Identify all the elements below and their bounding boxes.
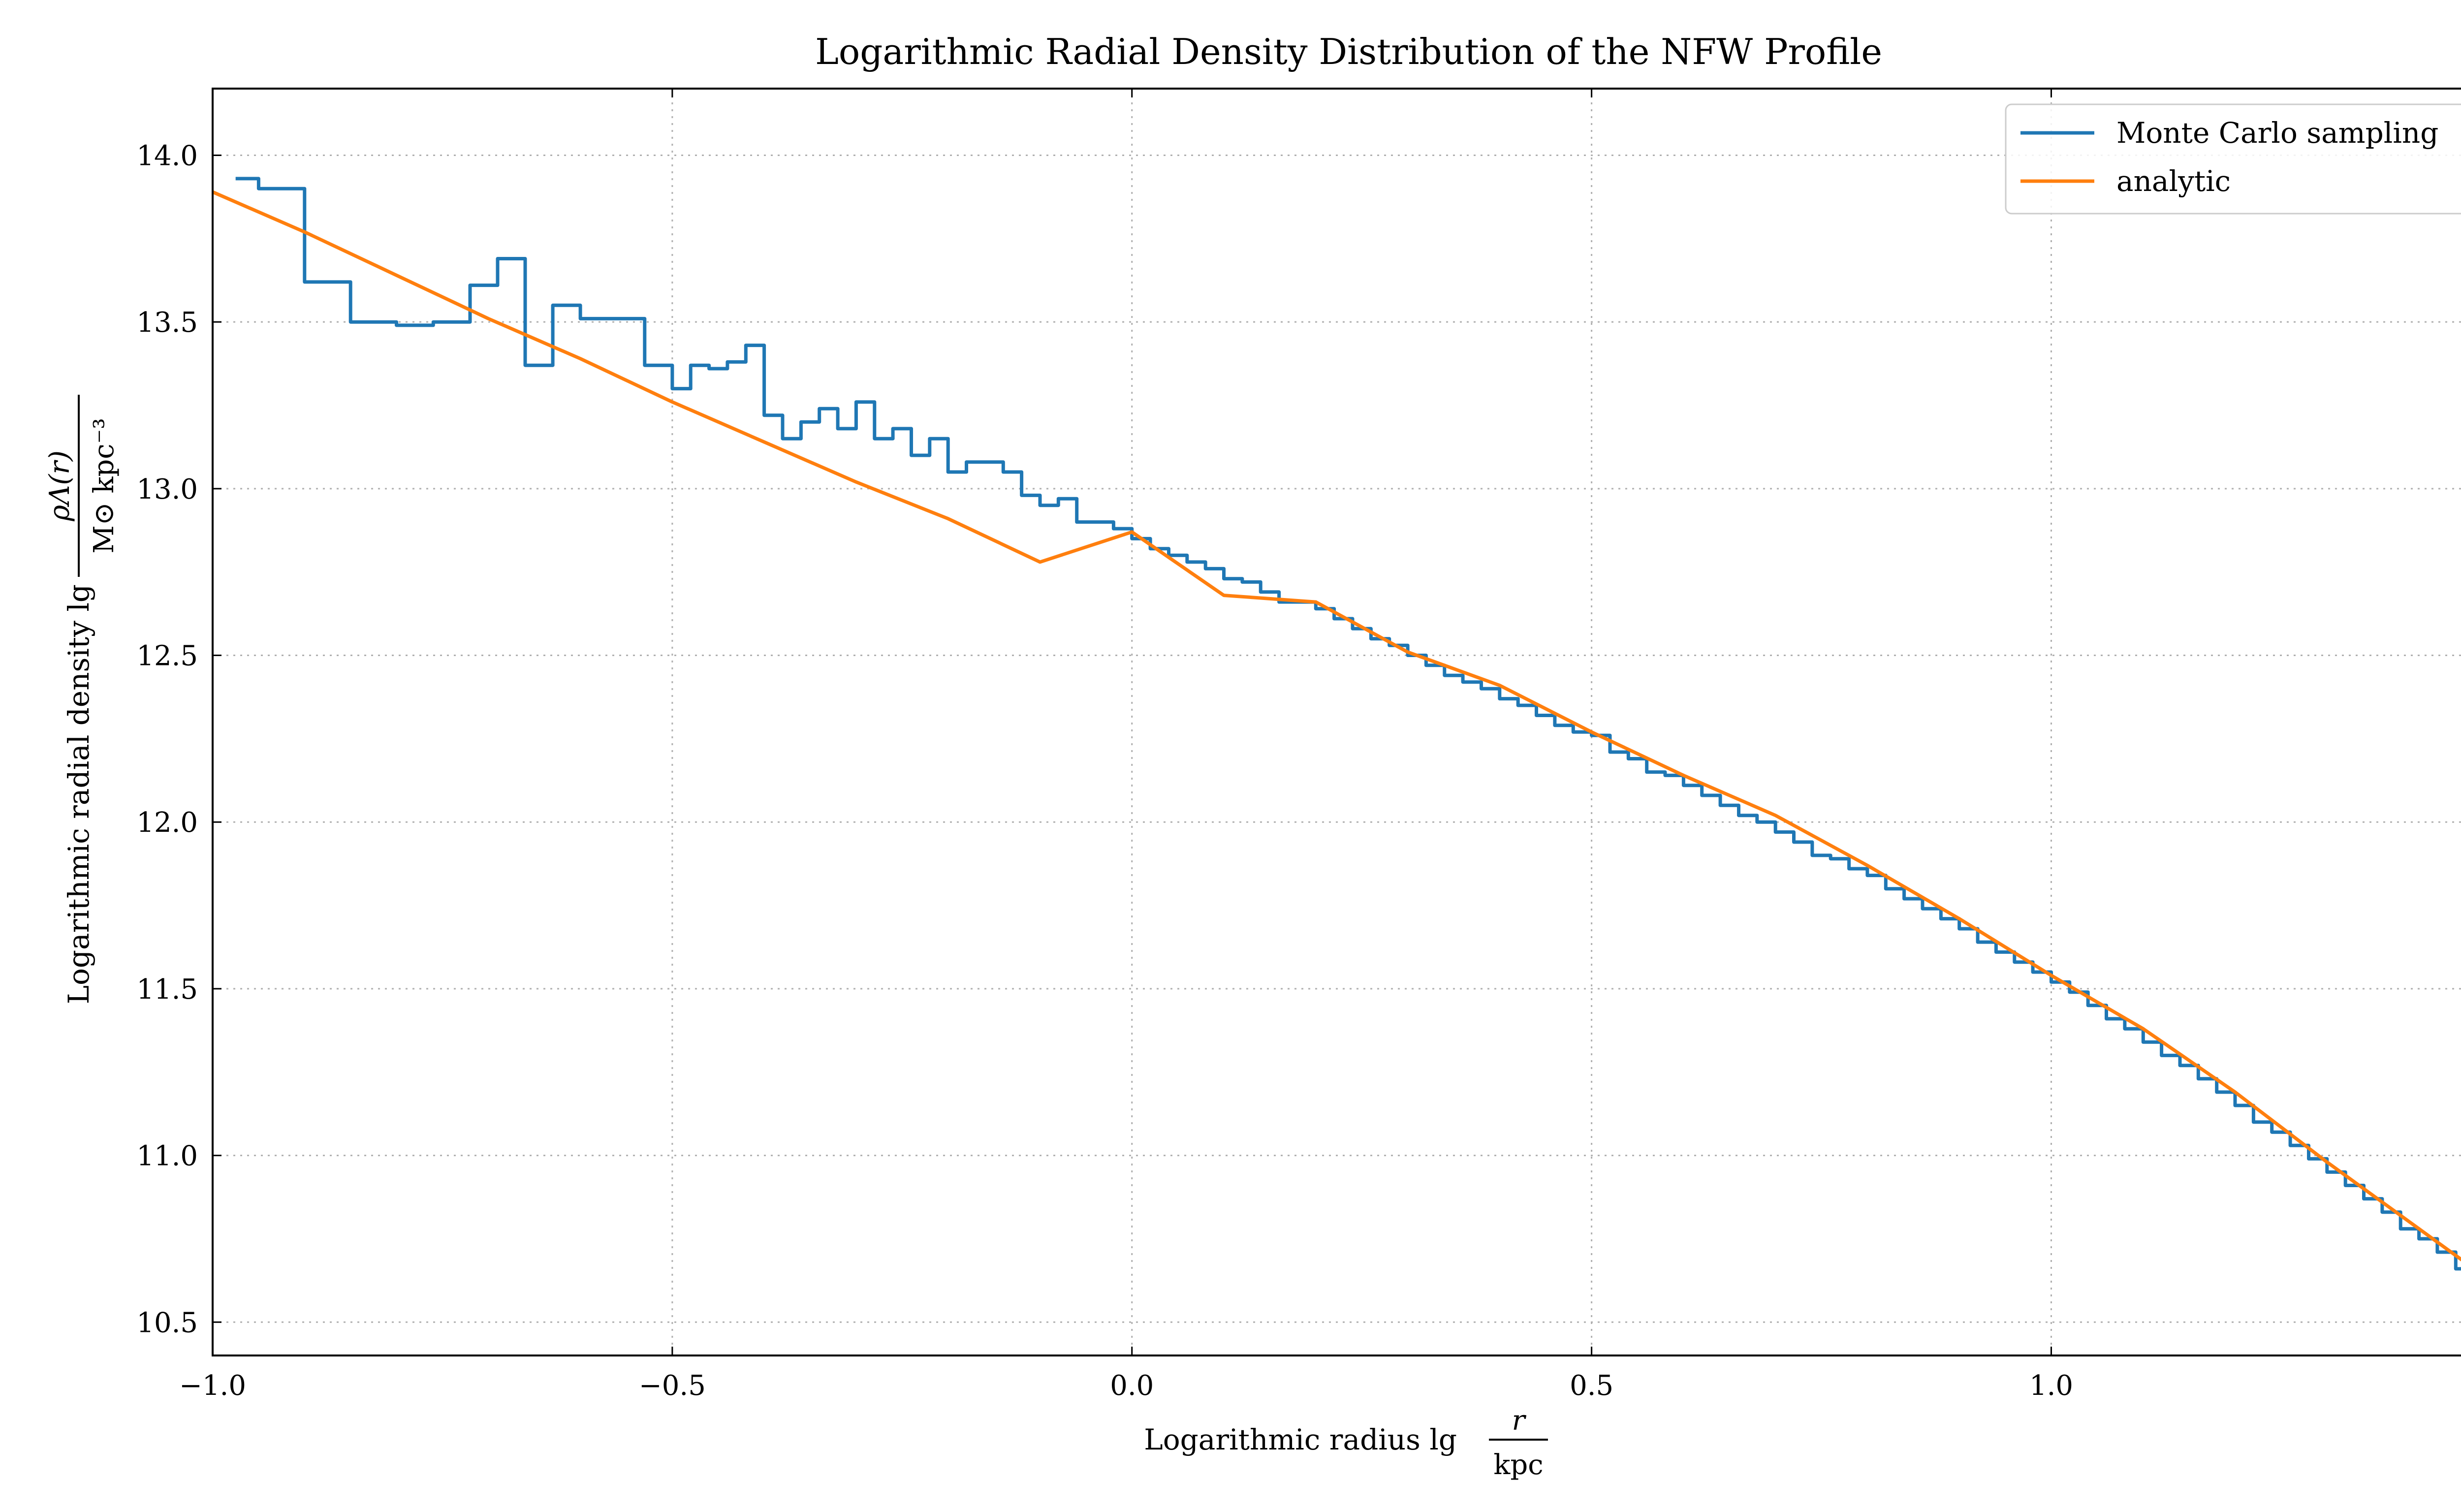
x-tick-label: −1.0 [179, 1370, 246, 1402]
y-axis-label-prefix: Logarithmic radial density lg [62, 584, 95, 1004]
legend-box [2005, 103, 2461, 215]
series-layer [212, 177, 2461, 1271]
x-tick-label: 0.5 [1570, 1370, 1613, 1402]
x-axis-label-prefix: Logarithmic radius lg [1144, 1423, 1457, 1456]
legend-label-analytic: analytic [2116, 164, 2231, 198]
x-axis-label-denominator: kpc [1493, 1449, 1543, 1481]
grid [212, 89, 2461, 1355]
y-tick-label: 13.0 [136, 473, 198, 505]
y-axis-label: Logarithmic radial density lg ρΛ(r) M⊙ k… [44, 395, 120, 1004]
y-tick-label: 10.5 [136, 1307, 198, 1339]
x-axis-label-numerator: r [1512, 1405, 1527, 1437]
legend: Monte Carlo sampling analytic [2005, 103, 2461, 215]
y-axis-label-denominator: M⊙ kpc⁻³ [88, 418, 120, 553]
x-tick-label: 1.0 [2029, 1370, 2073, 1402]
y-tick-label: 13.5 [136, 307, 198, 339]
chart-title: Logarithmic Radial Density Distribution … [815, 31, 1882, 72]
y-tick-label: 14.0 [136, 140, 198, 172]
x-tick-label: −0.5 [639, 1370, 706, 1402]
y-tick-label: 11.0 [136, 1140, 198, 1172]
y-tick-label: 12.5 [136, 640, 198, 672]
series-monte-carlo-sampling [235, 177, 2461, 1271]
y-axis-label-numerator: ρΛ(r) [44, 450, 76, 522]
y-tick-label: 11.5 [136, 974, 198, 1006]
ticks: −1.0 −0.5 0.0 0.5 1.0 10.5 11.0 11.5 12.0 12.5 13.… [136, 89, 2073, 1402]
x-axis-label: Logarithmic radius lg r kpc [1144, 1405, 1548, 1481]
y-tick-label: 12.0 [136, 807, 198, 839]
x-tick-label: 0.0 [1110, 1370, 1154, 1402]
series-analytic [212, 190, 2461, 1261]
plot-frame [212, 88, 2461, 1356]
legend-label-monte-carlo: Monte Carlo sampling [2116, 116, 2438, 150]
